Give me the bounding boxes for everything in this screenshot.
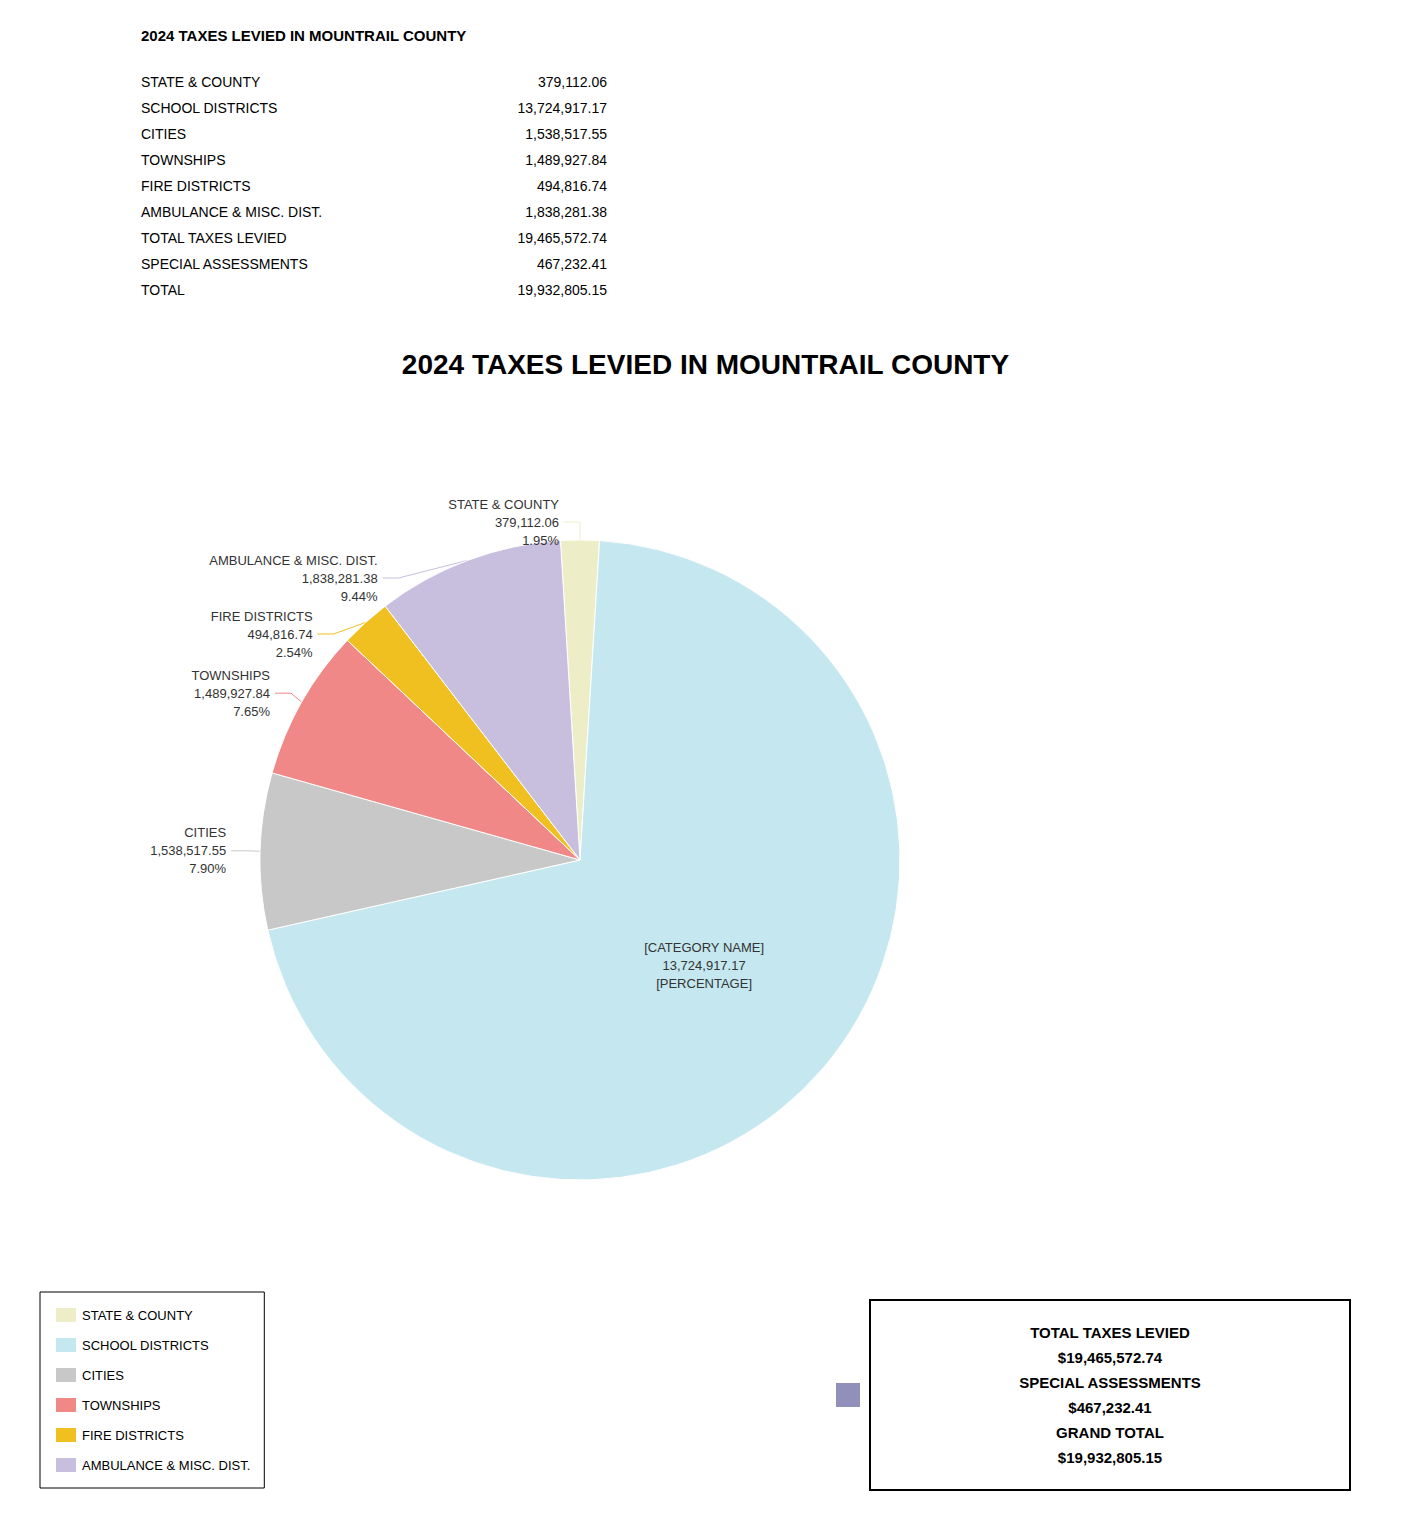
svg-text:[PERCENTAGE]: [PERCENTAGE] (656, 976, 752, 991)
svg-text:7.65%: 7.65% (233, 704, 270, 719)
svg-text:13,724,917.17: 13,724,917.17 (517, 100, 607, 116)
svg-text:2024 TAXES LEVIED IN MOUNTRAIL: 2024 TAXES LEVIED IN MOUNTRAIL COUNTY (402, 349, 1010, 380)
svg-text:SPECIAL ASSESSMENTS: SPECIAL ASSESSMENTS (141, 256, 308, 272)
svg-text:TOWNSHIPS: TOWNSHIPS (192, 668, 271, 683)
svg-text:494,816.74: 494,816.74 (537, 178, 607, 194)
svg-text:TOTAL TAXES LEVIED: TOTAL TAXES LEVIED (1030, 1324, 1190, 1341)
svg-text:1,838,281.38: 1,838,281.38 (525, 204, 607, 220)
svg-text:1,838,281.38: 1,838,281.38 (302, 571, 378, 586)
svg-text:CITIES: CITIES (82, 1368, 124, 1383)
svg-text:$19,932,805.15: $19,932,805.15 (1058, 1449, 1162, 1466)
svg-text:TOWNSHIPS: TOWNSHIPS (141, 152, 226, 168)
svg-text:STATE & COUNTY: STATE & COUNTY (141, 74, 261, 90)
svg-text:7.90%: 7.90% (189, 861, 226, 876)
svg-text:1,489,927.84: 1,489,927.84 (525, 152, 607, 168)
svg-text:TOWNSHIPS: TOWNSHIPS (82, 1398, 161, 1413)
svg-text:STATE & COUNTY: STATE & COUNTY (82, 1308, 193, 1323)
svg-text:TOTAL: TOTAL (141, 282, 185, 298)
svg-text:FIRE DISTRICTS: FIRE DISTRICTS (211, 609, 313, 624)
svg-text:GRAND TOTAL: GRAND TOTAL (1056, 1424, 1164, 1441)
svg-text:TOTAL TAXES LEVIED: TOTAL TAXES LEVIED (141, 230, 287, 246)
svg-text:AMBULANCE & MISC. DIST.: AMBULANCE & MISC. DIST. (141, 204, 322, 220)
svg-text:19,465,572.74: 19,465,572.74 (517, 230, 607, 246)
svg-text:13,724,917.17: 13,724,917.17 (663, 958, 746, 973)
svg-text:9.44%: 9.44% (341, 589, 378, 604)
svg-text:379,112.06: 379,112.06 (495, 515, 559, 530)
svg-text:494,816.74: 494,816.74 (248, 627, 313, 642)
svg-text:[CATEGORY NAME]: [CATEGORY NAME] (644, 940, 764, 955)
svg-text:1.95%: 1.95% (522, 533, 559, 548)
svg-text:1,538,517.55: 1,538,517.55 (525, 126, 607, 142)
svg-text:2.54%: 2.54% (276, 645, 313, 660)
svg-text:AMBULANCE & MISC. DIST.: AMBULANCE & MISC. DIST. (82, 1458, 250, 1473)
svg-text:2024 TAXES LEVIED IN MOUNTRAIL: 2024 TAXES LEVIED IN MOUNTRAIL COUNTY (141, 27, 466, 44)
svg-text:SPECIAL ASSESSMENTS: SPECIAL ASSESSMENTS (1019, 1374, 1201, 1391)
svg-text:1,489,927.84: 1,489,927.84 (194, 686, 270, 701)
svg-text:CITIES: CITIES (184, 825, 226, 840)
svg-text:379,112.06: 379,112.06 (538, 74, 607, 90)
svg-text:SCHOOL DISTRICTS: SCHOOL DISTRICTS (141, 100, 277, 116)
svg-text:$19,465,572.74: $19,465,572.74 (1058, 1349, 1163, 1366)
svg-text:FIRE DISTRICTS: FIRE DISTRICTS (82, 1428, 184, 1443)
svg-text:1,538,517.55: 1,538,517.55 (150, 843, 226, 858)
svg-text:SCHOOL DISTRICTS: SCHOOL DISTRICTS (82, 1338, 209, 1353)
svg-text:19,932,805.15: 19,932,805.15 (517, 282, 607, 298)
svg-text:CITIES: CITIES (141, 126, 186, 142)
svg-text:$467,232.41: $467,232.41 (1068, 1399, 1151, 1416)
svg-text:STATE & COUNTY: STATE & COUNTY (448, 497, 559, 512)
svg-text:FIRE DISTRICTS: FIRE DISTRICTS (141, 178, 251, 194)
svg-text:AMBULANCE & MISC. DIST.: AMBULANCE & MISC. DIST. (209, 553, 377, 568)
svg-text:467,232.41: 467,232.41 (537, 256, 607, 272)
